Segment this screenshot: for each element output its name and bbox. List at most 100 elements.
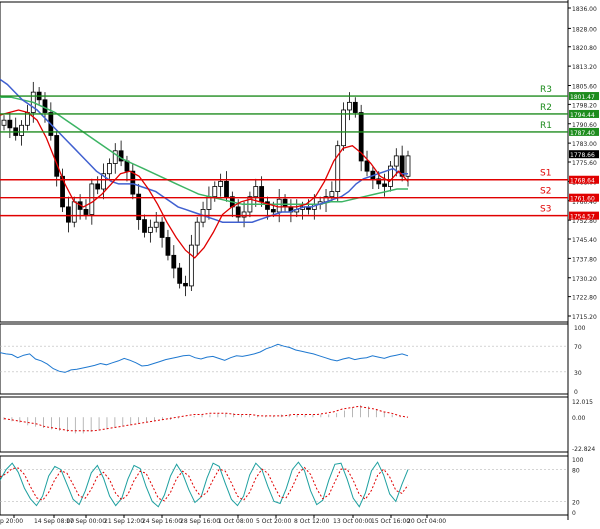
candle-body [347, 101, 352, 111]
rsi-tick-label: 70 [574, 344, 582, 351]
candle-body [212, 186, 218, 198]
candle-body [235, 206, 241, 218]
candle-body [224, 180, 229, 198]
level-price-label-r1: 1787.40 [570, 130, 595, 137]
price-tick-label: 1760.40 [572, 199, 597, 206]
rsi-tick-label: 0 [574, 389, 578, 396]
main-frame [0, 1, 569, 323]
price-tick-label: 1722.80 [572, 295, 597, 302]
candle-body [341, 109, 346, 147]
rsi-tick-label: 100 [574, 325, 586, 332]
level-price-label-s2: 1761.60 [570, 196, 595, 203]
level-price-box [569, 109, 599, 118]
time-label: 21 Sep 12:00 [104, 518, 144, 525]
level-name-r1: R1 [540, 121, 552, 131]
candle-body [101, 173, 106, 190]
sma-red-line [0, 109, 409, 259]
candle-body [253, 186, 259, 198]
stochastic-panel: 100 80 20 0 [0, 455, 584, 517]
candle-body [265, 201, 270, 210]
candle-body [335, 145, 341, 192]
price-tick-label: 1813.20 [572, 64, 597, 71]
price-tick-label: 1790.60 [572, 122, 597, 129]
stochastic-frame [0, 455, 569, 516]
price-tick-label: 1730.20 [572, 276, 597, 283]
candle-body [188, 244, 194, 287]
candle-body [19, 124, 24, 136]
candle-body [106, 163, 112, 175]
candle-body [89, 183, 95, 215]
time-label: 13 Oct 00:00 [333, 518, 372, 525]
level-price-box [569, 127, 599, 136]
price-tick-label: 1775.60 [572, 160, 597, 167]
level-price-box [569, 193, 599, 202]
candle-body [194, 221, 200, 246]
candle-body [159, 221, 165, 238]
time-label: 28 Sep 16:00 [180, 518, 220, 525]
candle-body [276, 198, 282, 213]
sma-slow-line [0, 96, 408, 206]
stoch-tick-label: 20 [572, 499, 580, 506]
price-tick-label: 1820.80 [572, 45, 597, 52]
level-price-box [569, 211, 599, 220]
time-label: 14 Sep 08:00 [34, 518, 74, 525]
rsi-frame [0, 323, 569, 395]
level-name-r3: R3 [540, 85, 552, 95]
stoch-tick-label: 100 [572, 457, 584, 464]
candle-body [241, 211, 247, 218]
candle-body [358, 112, 364, 162]
rsi-tick-label: 30 [574, 370, 582, 377]
candle-body [206, 196, 212, 210]
price-tick-label: 1745.40 [572, 237, 597, 244]
current-price-box [569, 150, 599, 159]
macd-tick-label: 12.015 [572, 399, 593, 406]
price-tick-label: 1836.00 [572, 6, 597, 13]
stoch-k-line [0, 461, 409, 508]
candle-body [54, 135, 60, 177]
time-label: 17 Sep 00:00 [66, 518, 106, 525]
candle-body [177, 267, 183, 284]
candle-body [270, 209, 276, 213]
level-price-label-s1: 1768.64 [570, 178, 595, 185]
candle-body [259, 186, 265, 203]
candle-body [112, 150, 118, 164]
candle-body [136, 193, 142, 221]
macd-frame [0, 396, 569, 453]
time-label: 8 Oct 12:00 [294, 518, 329, 525]
level-price-label-r3: 1801.47 [570, 94, 595, 101]
level-price-box [569, 175, 599, 184]
price-tick-label: 1737.80 [572, 256, 597, 263]
candle-body [218, 180, 224, 187]
price-tick-label: 1752.80 [572, 218, 597, 225]
candle-body [282, 198, 288, 208]
candle-body [393, 155, 399, 167]
time-label: p 20:00 [0, 518, 23, 525]
candle-body [153, 221, 159, 228]
candle-body [66, 206, 71, 223]
level-name-s2: S2 [540, 187, 551, 197]
level-price-label-r2: 1794.44 [570, 112, 595, 119]
macd-tick-label: 0.00 [572, 415, 586, 422]
rsi-line [0, 343, 409, 373]
candle-body [165, 237, 171, 256]
candle-body [7, 119, 13, 129]
candle-body [95, 183, 101, 190]
price-tick-label: 1715.20 [572, 314, 597, 321]
candle-body [329, 191, 335, 198]
price-tick-label: 1798.20 [572, 102, 597, 109]
candle-body [405, 155, 411, 177]
level-name-r2: R2 [540, 103, 552, 113]
price-tick-label: 1805.60 [572, 84, 597, 91]
price-tick-label: 1783.00 [572, 141, 597, 148]
candle-body [42, 99, 48, 113]
macd-panel: 12.015 0.00 -22.824 [0, 396, 595, 453]
time-label: 5 Oct 20:00 [256, 518, 291, 525]
macd-signal-line [3, 405, 409, 432]
stoch-tick-label: 80 [572, 468, 580, 475]
time-label: 1 Oct 08:00 [218, 518, 253, 525]
candle-body [183, 282, 188, 287]
